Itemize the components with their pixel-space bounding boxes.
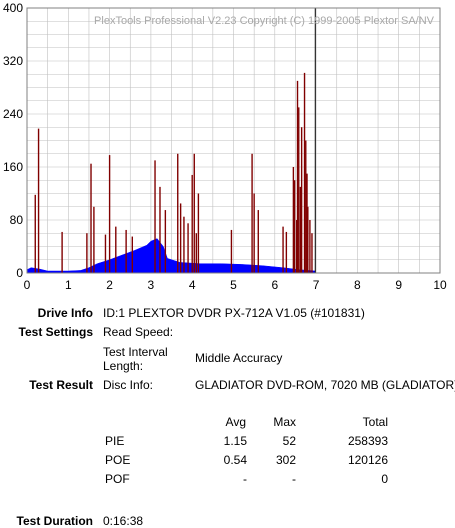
error-chart: PlexTools Professional V2.23 Copyright (… (3, 1, 447, 292)
y-tick-label: 320 (3, 54, 23, 68)
x-tick-label: 5 (230, 278, 237, 292)
x-tick-label: 7 (313, 278, 320, 292)
max-header: Max (273, 415, 296, 429)
pie-series (26, 238, 316, 274)
poe-max: 302 (275, 453, 296, 467)
x-tick-label: 9 (395, 278, 402, 292)
chart-watermark: PlexTools Professional V2.23 Copyright (… (94, 15, 435, 27)
pof-max: - (292, 472, 296, 486)
pie-avg: 1.15 (223, 434, 247, 448)
pof-row-label: POF (105, 472, 130, 486)
x-tick-label: 1 (65, 278, 72, 292)
y-tick-label: 240 (3, 107, 23, 121)
x-tick-label: 6 (271, 278, 278, 292)
x-tick-label: 8 (354, 278, 361, 292)
poe-total: 120126 (347, 453, 388, 467)
read-speed-label: Read Speed: (103, 325, 174, 339)
grid-lines (26, 7, 441, 274)
x-tick-label: 10 (433, 278, 447, 292)
interval-label-line1: Test Interval (103, 345, 168, 359)
disc-info-value: GLADIATOR DVD-ROM, 7020 MB (GLADIATOR) (195, 378, 455, 392)
pie-row-label: PIE (105, 434, 125, 448)
test-settings-label: Test Settings (18, 325, 93, 339)
x-tick-label: 4 (189, 278, 196, 292)
pie-max: 52 (282, 434, 296, 448)
pie-total: 258393 (347, 434, 388, 448)
poe-avg: 0.54 (223, 453, 247, 467)
drive-info-value: ID:1 PLEXTOR DVDR PX-712A V1.05 (#101831… (103, 306, 365, 320)
test-duration-label: Test Duration (16, 514, 93, 528)
total-header: Total (362, 415, 388, 429)
poe-row-label: POE (105, 453, 131, 467)
x-tick-label: 0 (24, 278, 31, 292)
y-tick-label: 0 (16, 266, 23, 280)
plot-border (26, 7, 441, 274)
y-tick-label: 80 (10, 213, 24, 227)
interval-label-line2: Length: (103, 359, 144, 373)
pie-area (26, 238, 316, 274)
x-tick-label: 3 (148, 278, 155, 292)
x-tick-labels: 0 1 2 3 4 5 6 7 8 9 10 (24, 278, 447, 292)
test-duration-value: 0:16:38 (103, 514, 144, 528)
disc-info-label: Disc Info: (103, 378, 154, 392)
avg-header: Avg (225, 415, 246, 429)
y-tick-labels: 0 80 160 240 320 400 (3, 1, 23, 280)
test-result-label: Test Result (29, 378, 93, 392)
x-tick-label: 2 (106, 278, 113, 292)
interval-value: Middle Accuracy (195, 351, 283, 365)
pof-avg: - (243, 472, 247, 486)
pof-total: 0 (381, 472, 388, 486)
poe-series (34, 72, 313, 273)
drive-info-label: Drive Info (37, 306, 93, 320)
y-tick-label: 400 (3, 1, 23, 15)
y-tick-label: 160 (3, 160, 23, 174)
